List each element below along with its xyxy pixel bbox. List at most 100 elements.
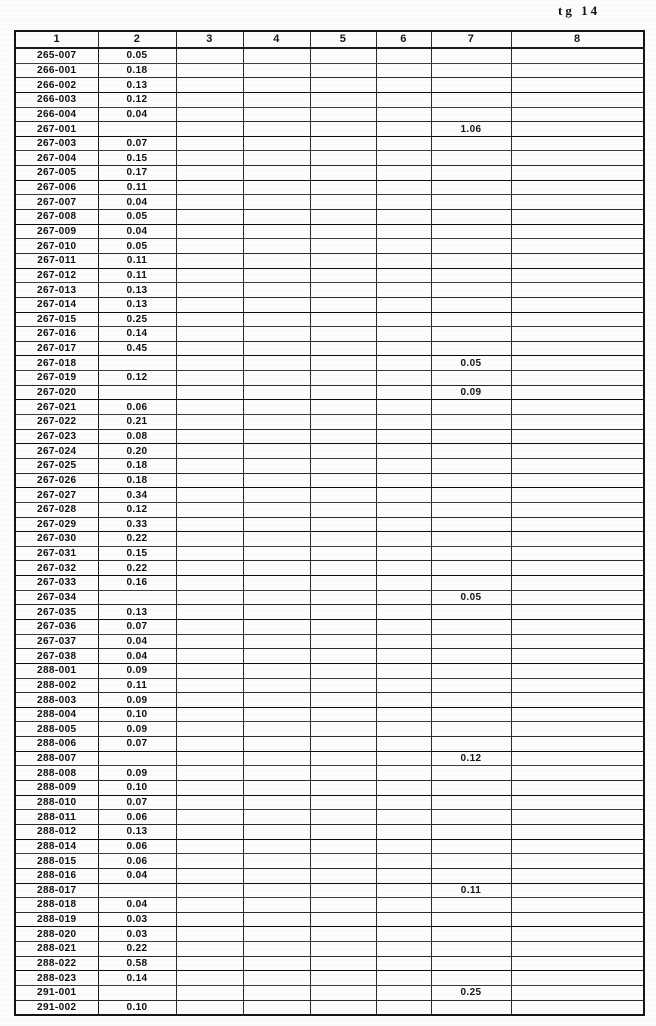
value-cell [309, 252, 377, 269]
value-cell [309, 472, 377, 489]
value-cell [375, 179, 432, 196]
value-cell [510, 326, 645, 342]
value-cell [430, 370, 512, 386]
column-header: 3 [175, 30, 244, 49]
value-cell: 0.58 [97, 955, 177, 972]
value-cell [430, 62, 512, 79]
value-cell [242, 267, 311, 284]
value-cell: 0.09 [97, 692, 177, 708]
value-cell [510, 209, 645, 225]
value-cell [430, 955, 512, 972]
value-cell [430, 179, 512, 196]
value-cell [175, 179, 244, 196]
value-cell [510, 223, 645, 240]
value-cell [242, 77, 311, 93]
value-cell [309, 560, 377, 577]
value-cell [175, 575, 244, 591]
table-row: 291-001 0.25 [14, 985, 645, 1001]
value-cell: 0.12 [97, 370, 177, 386]
value-cell: 0.11 [97, 179, 177, 196]
value-cell [175, 428, 244, 445]
value-cell [309, 106, 377, 123]
value-cell [175, 692, 244, 708]
value-cell [309, 721, 377, 738]
value-cell: 0.07 [97, 135, 177, 152]
value-cell: 0.09 [97, 662, 177, 679]
value-cell [175, 457, 244, 474]
table-row: 267-016 0.14 [14, 326, 645, 342]
value-cell [510, 706, 645, 723]
value-cell: 0.04 [97, 867, 177, 884]
value-cell [175, 765, 244, 782]
value-cell [309, 267, 377, 284]
value-cell [242, 296, 311, 313]
value-cell: 0.18 [97, 472, 177, 489]
value-cell [430, 736, 512, 752]
table-row: 267-007 0.04 [14, 194, 645, 211]
value-cell [510, 165, 645, 181]
value-cell [375, 604, 432, 620]
table-row: 267-017 0.45 [14, 340, 645, 357]
row-id-cell: 267-011 [14, 252, 99, 269]
table-row: 288-005 0.09 [14, 721, 645, 738]
row-id-cell: 267-014 [14, 296, 99, 313]
value-cell: 0.13 [97, 282, 177, 298]
value-cell [242, 179, 311, 196]
table-row: 288-010 0.07 [14, 794, 645, 811]
value-cell [309, 911, 377, 928]
row-id-cell: 267-008 [14, 209, 99, 225]
value-cell [510, 384, 645, 401]
value-cell: 0.22 [97, 941, 177, 957]
value-cell [430, 531, 512, 547]
value-cell [175, 135, 244, 152]
value-cell [375, 121, 432, 137]
value-cell: 0.09 [97, 765, 177, 782]
value-cell [242, 545, 311, 562]
value-cell [175, 838, 244, 855]
row-id-cell: 291-002 [14, 999, 99, 1016]
value-cell [375, 62, 432, 79]
value-cell [175, 648, 244, 664]
value-cell [510, 414, 645, 430]
value-cell [430, 926, 512, 943]
value-cell [175, 882, 244, 899]
table-body: 265-007 0.05 266-001 0.18 266-002 0.13 266-003… [14, 47, 645, 1016]
value-cell [510, 633, 645, 650]
value-cell: 0.13 [97, 77, 177, 93]
value-cell [309, 531, 377, 547]
value-cell [430, 794, 512, 811]
value-cell [242, 706, 311, 723]
value-cell [175, 794, 244, 811]
table-row: 288-001 0.09 [14, 662, 645, 679]
value-cell [242, 867, 311, 884]
value-cell [510, 238, 645, 254]
value-cell [175, 77, 244, 93]
table-row: 267-003 0.07 [14, 135, 645, 152]
value-cell [375, 911, 432, 928]
value-cell [242, 750, 311, 767]
value-cell [242, 62, 311, 79]
value-cell [375, 706, 432, 723]
value-cell [175, 999, 244, 1016]
value-cell [430, 340, 512, 357]
value-cell: 0.15 [97, 150, 177, 167]
value-cell [510, 677, 645, 694]
value-cell [430, 648, 512, 664]
value-cell [430, 223, 512, 240]
value-cell [510, 985, 645, 1001]
value-cell: 0.22 [97, 560, 177, 577]
table-row: 267-010 0.05 [14, 238, 645, 254]
value-cell: 0.05 [430, 589, 512, 606]
value-cell [97, 750, 177, 767]
value-cell [242, 955, 311, 972]
value-cell [175, 970, 244, 986]
value-cell [175, 414, 244, 430]
row-id-cell: 267-038 [14, 648, 99, 664]
table-row: 266-003 0.12 [14, 91, 645, 108]
value-cell [430, 414, 512, 430]
value-cell [175, 194, 244, 211]
value-cell: 0.12 [97, 501, 177, 518]
row-id-cell: 288-010 [14, 794, 99, 811]
value-cell [510, 267, 645, 284]
